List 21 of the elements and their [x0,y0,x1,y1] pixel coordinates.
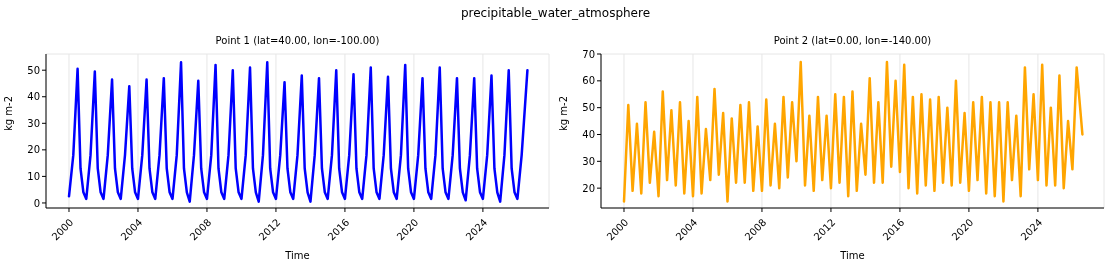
y-axis-title: kg m-2 [557,95,569,131]
y-tick-label: 40 [582,129,595,141]
y-tick-label: 20 [582,182,595,194]
y-tick-label: 30 [27,117,40,129]
y-tick-label: 20 [27,144,40,156]
x-axis-title: Time [839,250,865,261]
y-tick-label: 50 [27,64,40,76]
y-tick-label: 60 [582,75,595,87]
y-axis-title: kg m-2 [2,95,14,131]
line-series [67,60,529,203]
chart-title: Point 1 (lat=40.00, lon=-100.00) [214,35,381,46]
y-tick-label: 50 [582,102,595,114]
text: precipitable_water_atmosphere [459,6,652,20]
y-tick-label: 30 [582,155,595,167]
chart-title: Point 2 (lat=0.00, lon=-140.00) [772,35,933,46]
y-tick-label: 0 [33,197,40,209]
y-tick-label: 10 [27,170,40,182]
y-tick-label: 70 [582,48,595,60]
y-tick-label: 40 [27,91,40,103]
line-series [622,60,1084,203]
x-axis-title: Time [284,250,310,261]
